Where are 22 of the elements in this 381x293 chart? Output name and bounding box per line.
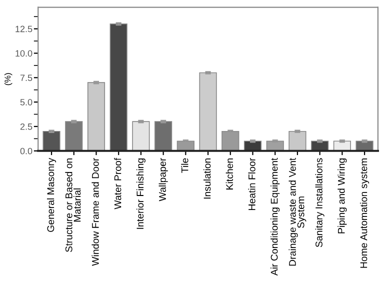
y-tick-label: 2.5	[20, 123, 32, 130]
x-tick-label: Window Frame and Door	[92, 158, 99, 266]
x-tick-label: Heatin Floor	[248, 158, 256, 210]
x-tick-label: Water Proof	[114, 158, 122, 210]
y-tick-label: 12.5	[16, 26, 32, 32]
x-tick-label: Home Automation system	[360, 158, 370, 268]
x-tick-label: Drainage waste and Vent System	[288, 158, 306, 266]
y-tick-label: 5.0	[20, 99, 32, 106]
x-tick-label: Interior Finishing	[136, 158, 146, 229]
x-tick-label: Insulation	[203, 158, 211, 199]
y-tick-label: 7.5	[20, 74, 32, 82]
x-tick-label: Tile	[181, 158, 188, 173]
x-tick-label: Kitchen	[226, 158, 233, 190]
x-tick-label: Piping and Wiring	[338, 158, 347, 234]
y-tick-label: 0.0	[20, 148, 32, 154]
x-tick-label: Sanitary Installations	[315, 158, 324, 248]
y-tick-label: 10.0	[16, 50, 32, 57]
x-tick-label: Air Conditioning Equipment	[270, 158, 280, 276]
x-tick-label: Wallpaper	[158, 158, 168, 202]
x-tick-label: Structure or Based on Matarial	[65, 158, 81, 252]
x-tick-label: General Masonry	[46, 158, 56, 232]
y-axis-title: (%)	[4, 73, 12, 86]
